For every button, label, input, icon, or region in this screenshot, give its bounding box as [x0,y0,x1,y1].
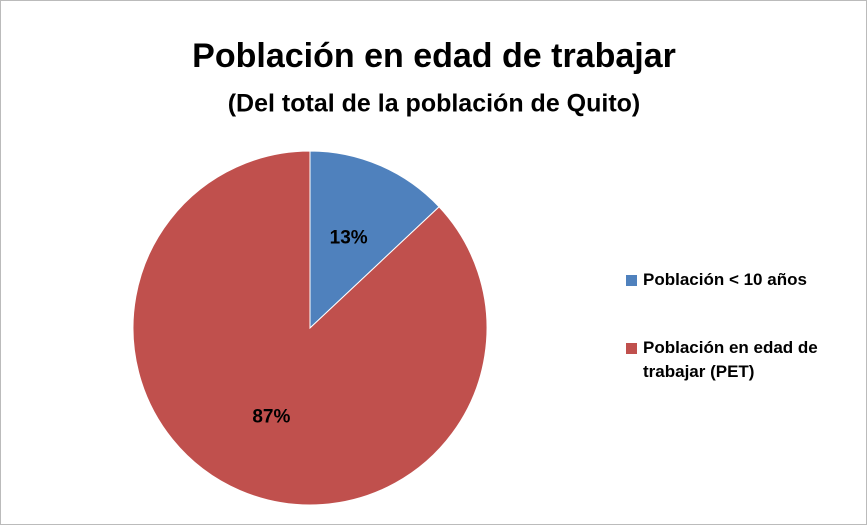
pie-slice [309,150,440,330]
data-label: 13% [330,228,368,249]
legend-label: Población < 10 años [643,270,807,289]
chart-title: Población en edad de trabajar [192,37,676,75]
legend-swatch [626,275,637,286]
pie-slice [132,150,488,506]
chart-subtitle: (Del total de la población de Quito) [228,90,641,118]
data-label: 87% [252,406,290,427]
legend-label: Población en edad de trabajar (PET) [643,338,818,381]
legend-swatch [626,343,637,354]
